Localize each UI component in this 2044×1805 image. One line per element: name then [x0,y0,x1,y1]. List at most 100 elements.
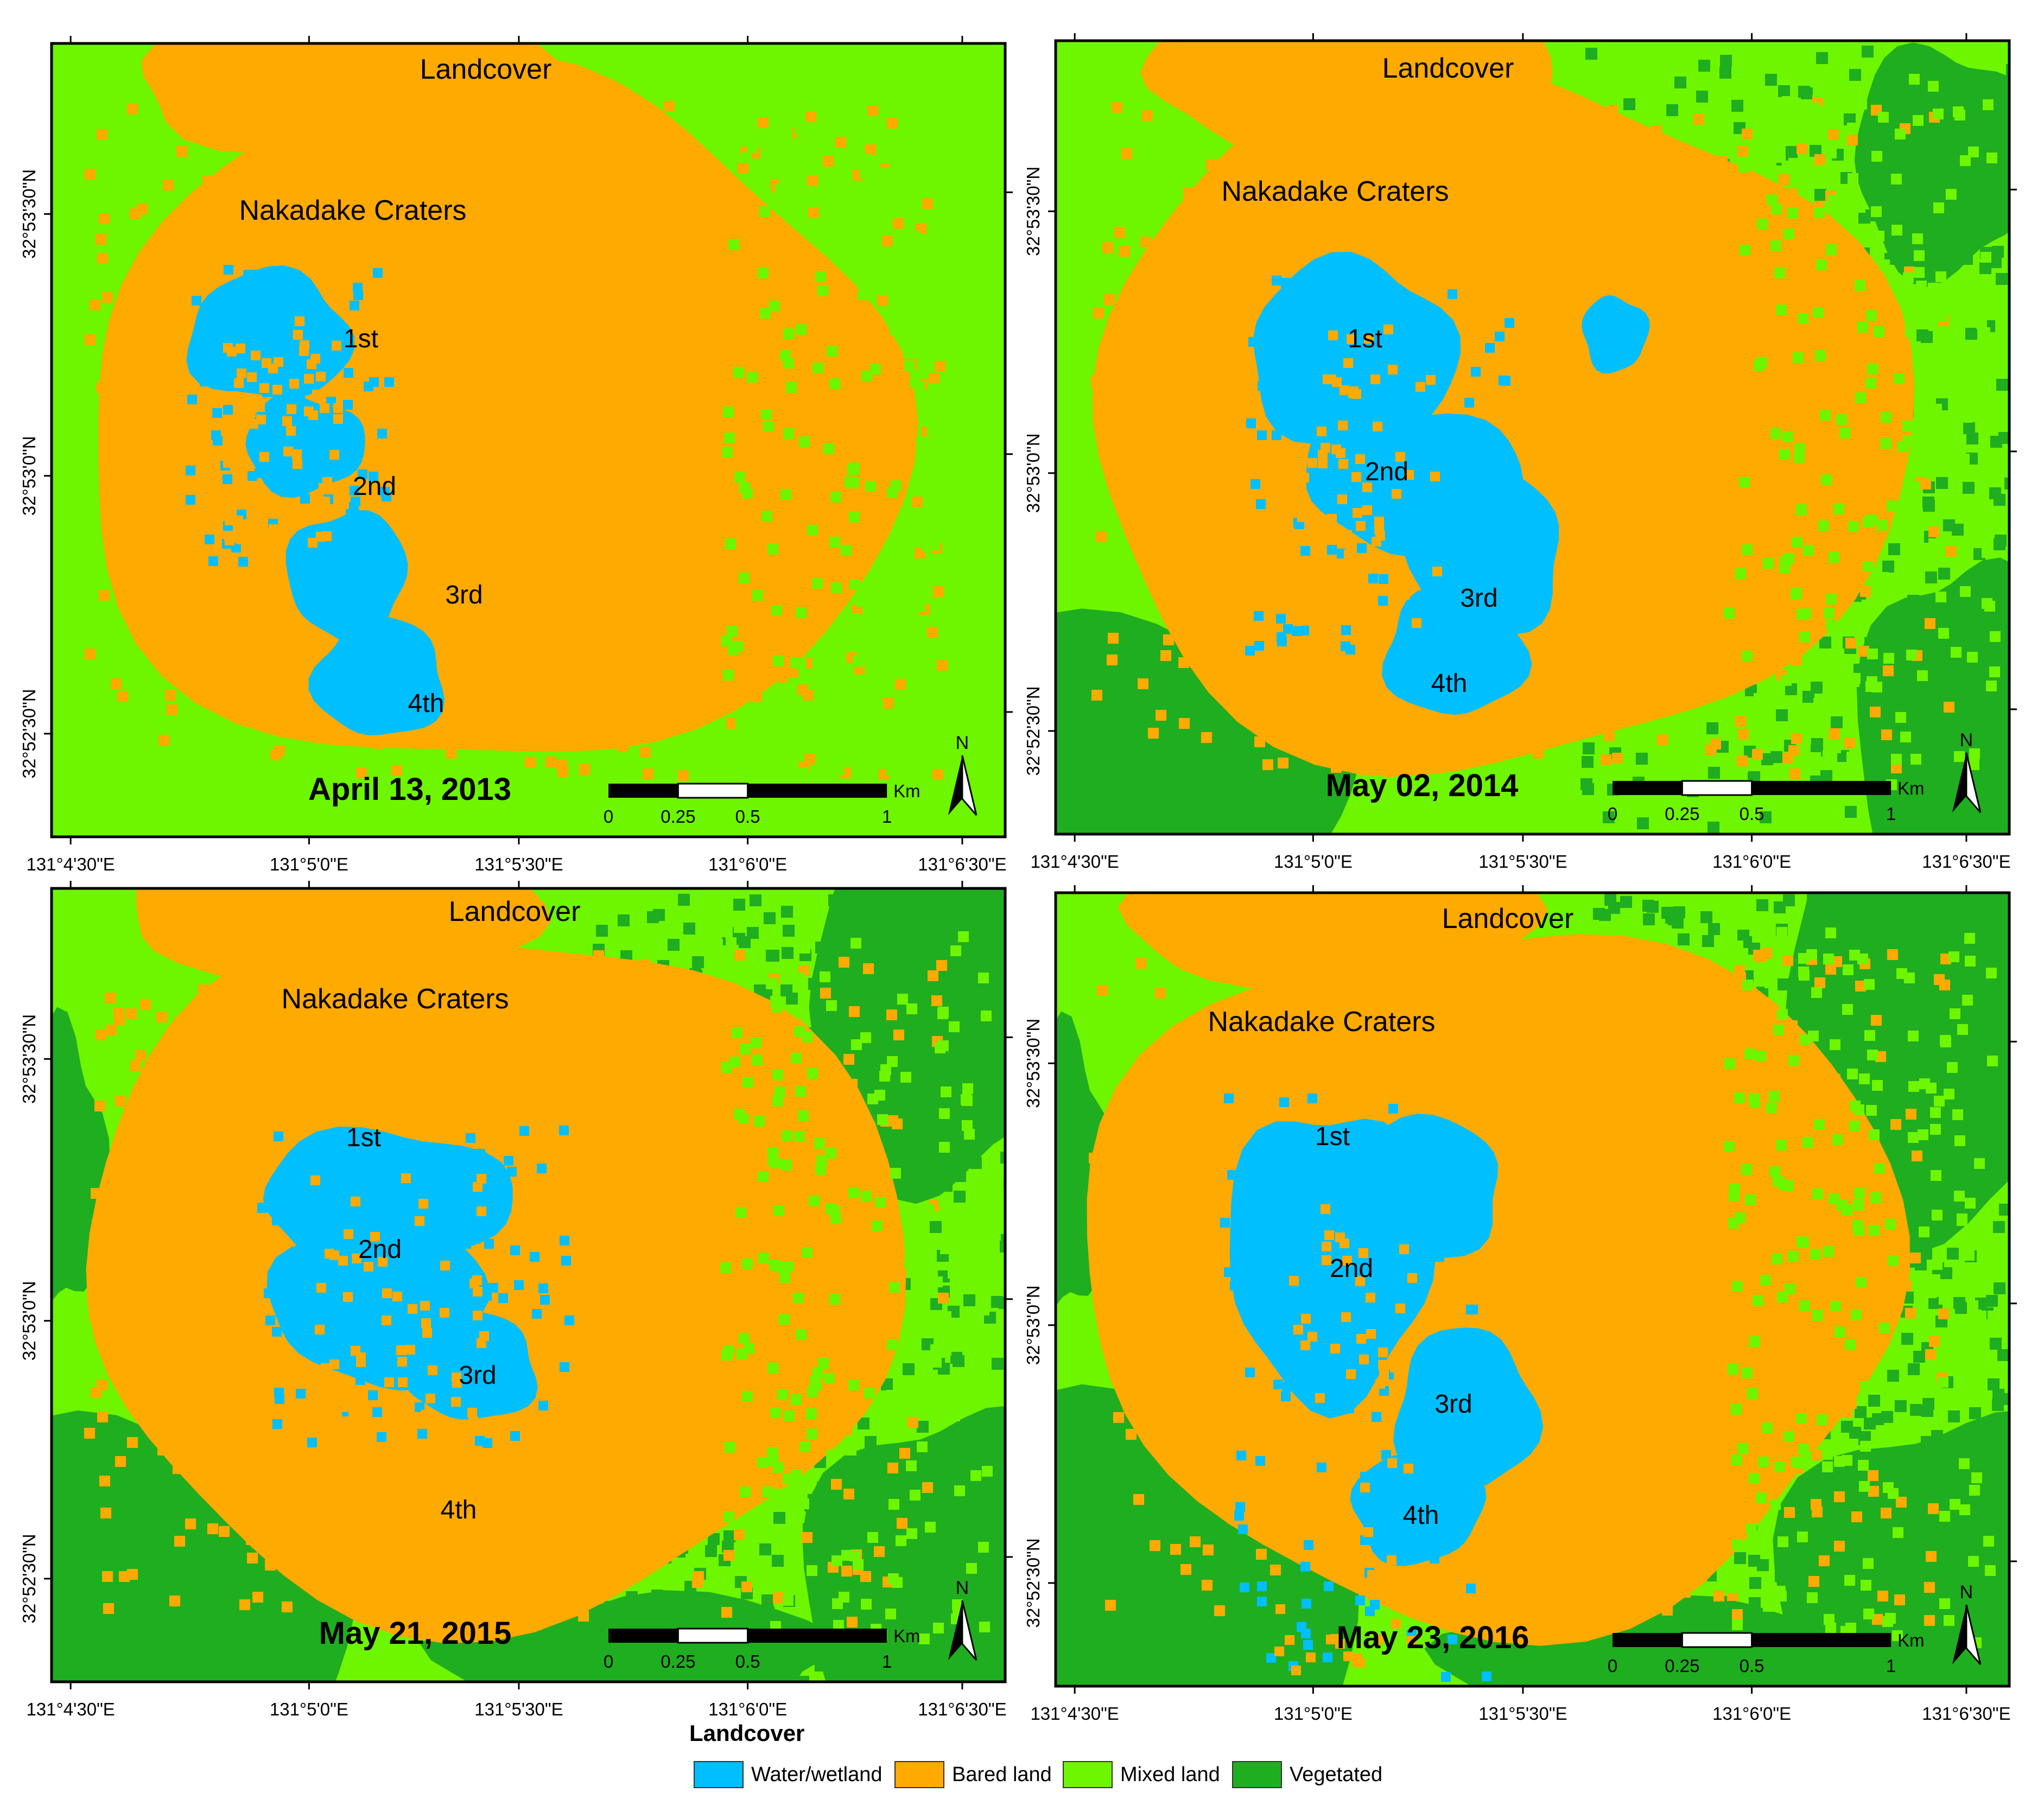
north-arrow-icon: N [948,1578,977,1661]
lat-tick-label: 32°53'30"N [1023,167,1043,256]
map-frame [50,887,1007,1683]
lon-tick-label: 131°5'0"E [270,854,348,874]
lon-tick-label: 131°6'30"E [1922,1704,2010,1724]
map-date: April 13, 2013 [308,772,511,807]
north-arrow-icon: N [1952,1582,1982,1665]
north-label: N [956,733,969,753]
map-frame [1054,891,2011,1688]
scale-bar-unit: Km [893,1626,921,1646]
north-arrow-icon: N [948,733,977,816]
crater-label-3rd: 3rd [459,1361,496,1390]
lon-tick-label: 131°5'0"E [1274,851,1353,872]
lat-tick-label: 32°53'30"N [19,1014,39,1104]
lon-tick-label: 131°4'30"E [1030,851,1119,872]
map-title: Landcover [1382,53,1514,84]
crater-group-label: Nakadake Craters [281,983,509,1015]
lon-tick-label: 131°6'0"E [708,1699,787,1719]
lon-tick-label: 131°4'30"E [26,1699,115,1719]
map-title: Landcover [1442,903,1574,935]
scale-bar-label: 0.5 [735,1651,760,1671]
mixed-speckle [720,926,994,1644]
scale-bar-label: 0 [604,806,613,827]
legend-item-water: Water/wetland [694,1759,882,1790]
lon-tick-label: 131°5'30"E [1478,851,1567,872]
legend: Landcover Water/wetland Bared land Mixed… [689,1720,1449,1802]
scale-bar: 0 0.25 0.5 1Km [604,1626,921,1671]
map-panel-2: 131°4'30"E 131°5'0"E 131°5'30"E 131°6'0"E 13… [1023,33,2017,872]
crater-group-label: Nakadake Craters [239,195,466,226]
crater-label-2nd: 2nd [1330,1254,1373,1283]
scale-bar-label: 0.25 [661,806,695,827]
bare-hole-speckle [223,316,343,548]
legend-item-vegetated: Vegetated [1232,1759,1382,1790]
lon-tick-label: 131°5'0"E [270,1699,348,1719]
legend-swatch-bare [894,1761,944,1788]
water-speckle [257,1126,574,1448]
legend-label-bare: Bared land [952,1763,1052,1786]
crater-label-1st: 1st [1315,1122,1350,1151]
lon-tick-label: 131°4'30"E [1030,1704,1119,1724]
lon-tick-label: 131°5'30"E [1478,1704,1567,1724]
crater-label-2nd: 2nd [1365,457,1408,486]
water-speckle [1220,1094,1491,1682]
map-raster [52,43,1005,837]
water-wetland-area [1229,1114,1544,1566]
crater-label-4th: 4th [1431,669,1468,698]
lon-tick-label: 131°4'30"E [26,854,115,874]
map-raster [1056,41,2009,834]
scale-bar-unit: Km [1897,778,1925,798]
crater-group-label: Nakadake Craters [1221,176,1449,207]
lat-tick-label: 32°53'0"N [19,436,39,516]
scale-bar: 0 0.25 0.5 1Km [604,781,921,827]
crater-label-3rd: 3rd [445,581,483,609]
scale-bar: 0 0.25 0.5 1Km [1608,778,1925,824]
legend-label-vegetated: Vegetated [1290,1763,1383,1786]
legend-swatch-mixed [1063,1761,1113,1788]
scale-bar-unit: Km [893,781,921,801]
legend-label-mixed: Mixed land [1120,1763,1220,1786]
lat-tick-label: 32°52'30"N [19,689,39,778]
legend-swatch-water [694,1761,744,1788]
crater-label-2nd: 2nd [353,472,396,501]
bare-land-area [1092,41,1915,777]
scale-bar-label: 0.5 [1740,1656,1764,1676]
legend-title: Landcover [689,1720,805,1746]
crater-label-3rd: 3rd [1434,1390,1472,1419]
mixed-speckle [1724,927,1998,1648]
mixed-speckle [721,78,996,797]
scale-bar-label: 0.5 [1740,804,1764,824]
bare-hole-speckle [1271,1204,1417,1675]
lat-tick-label: 32°53'30"N [19,169,39,259]
crater-label-4th: 4th [408,689,445,718]
lon-tick-label: 131°5'30"E [474,854,563,874]
lat-tick-label: 32°52'30"N [19,1534,39,1623]
scale-bar-label: 0.25 [661,1651,695,1671]
lat-tick-label: 32°53'30"N [1023,1019,1043,1108]
bare-hole-speckle [310,1173,489,1426]
scale-bar-label: 0 [604,1651,613,1671]
map-date: May 21, 2015 [319,1616,512,1651]
scale-bar-label: 1 [1886,1656,1896,1676]
lon-tick-label: 131°6'0"E [1712,851,1791,872]
map-title: Landcover [420,54,552,85]
crater-label-3rd: 3rd [1460,584,1497,613]
crater-label-1st: 1st [344,325,378,353]
scale-bar-label: 0 [1608,804,1617,824]
map-raster [52,888,1005,1682]
lat-tick-label: 32°52'30"N [1023,1538,1043,1628]
scale-bar-label: 1 [882,1651,892,1671]
crater-label-4th: 4th [1403,1501,1439,1530]
north-label: N [1960,1582,1973,1603]
map-title: Landcover [449,896,581,927]
lon-tick-label: 131°6'30"E [918,854,1006,874]
lon-tick-label: 131°5'0"E [1274,1704,1353,1724]
scale-bar-label: 0.25 [1665,1656,1699,1676]
bare-hole-speckle [1290,325,1442,640]
scale-bar-label: 1 [882,806,892,827]
crater-label-2nd: 2nd [358,1235,402,1264]
lon-tick-label: 131°6'0"E [1712,1704,1791,1724]
legend-label-water: Water/wetland [751,1763,883,1786]
scale-bar-label: 0.5 [735,806,760,827]
lat-tick-label: 32°53'0"N [1023,433,1043,513]
